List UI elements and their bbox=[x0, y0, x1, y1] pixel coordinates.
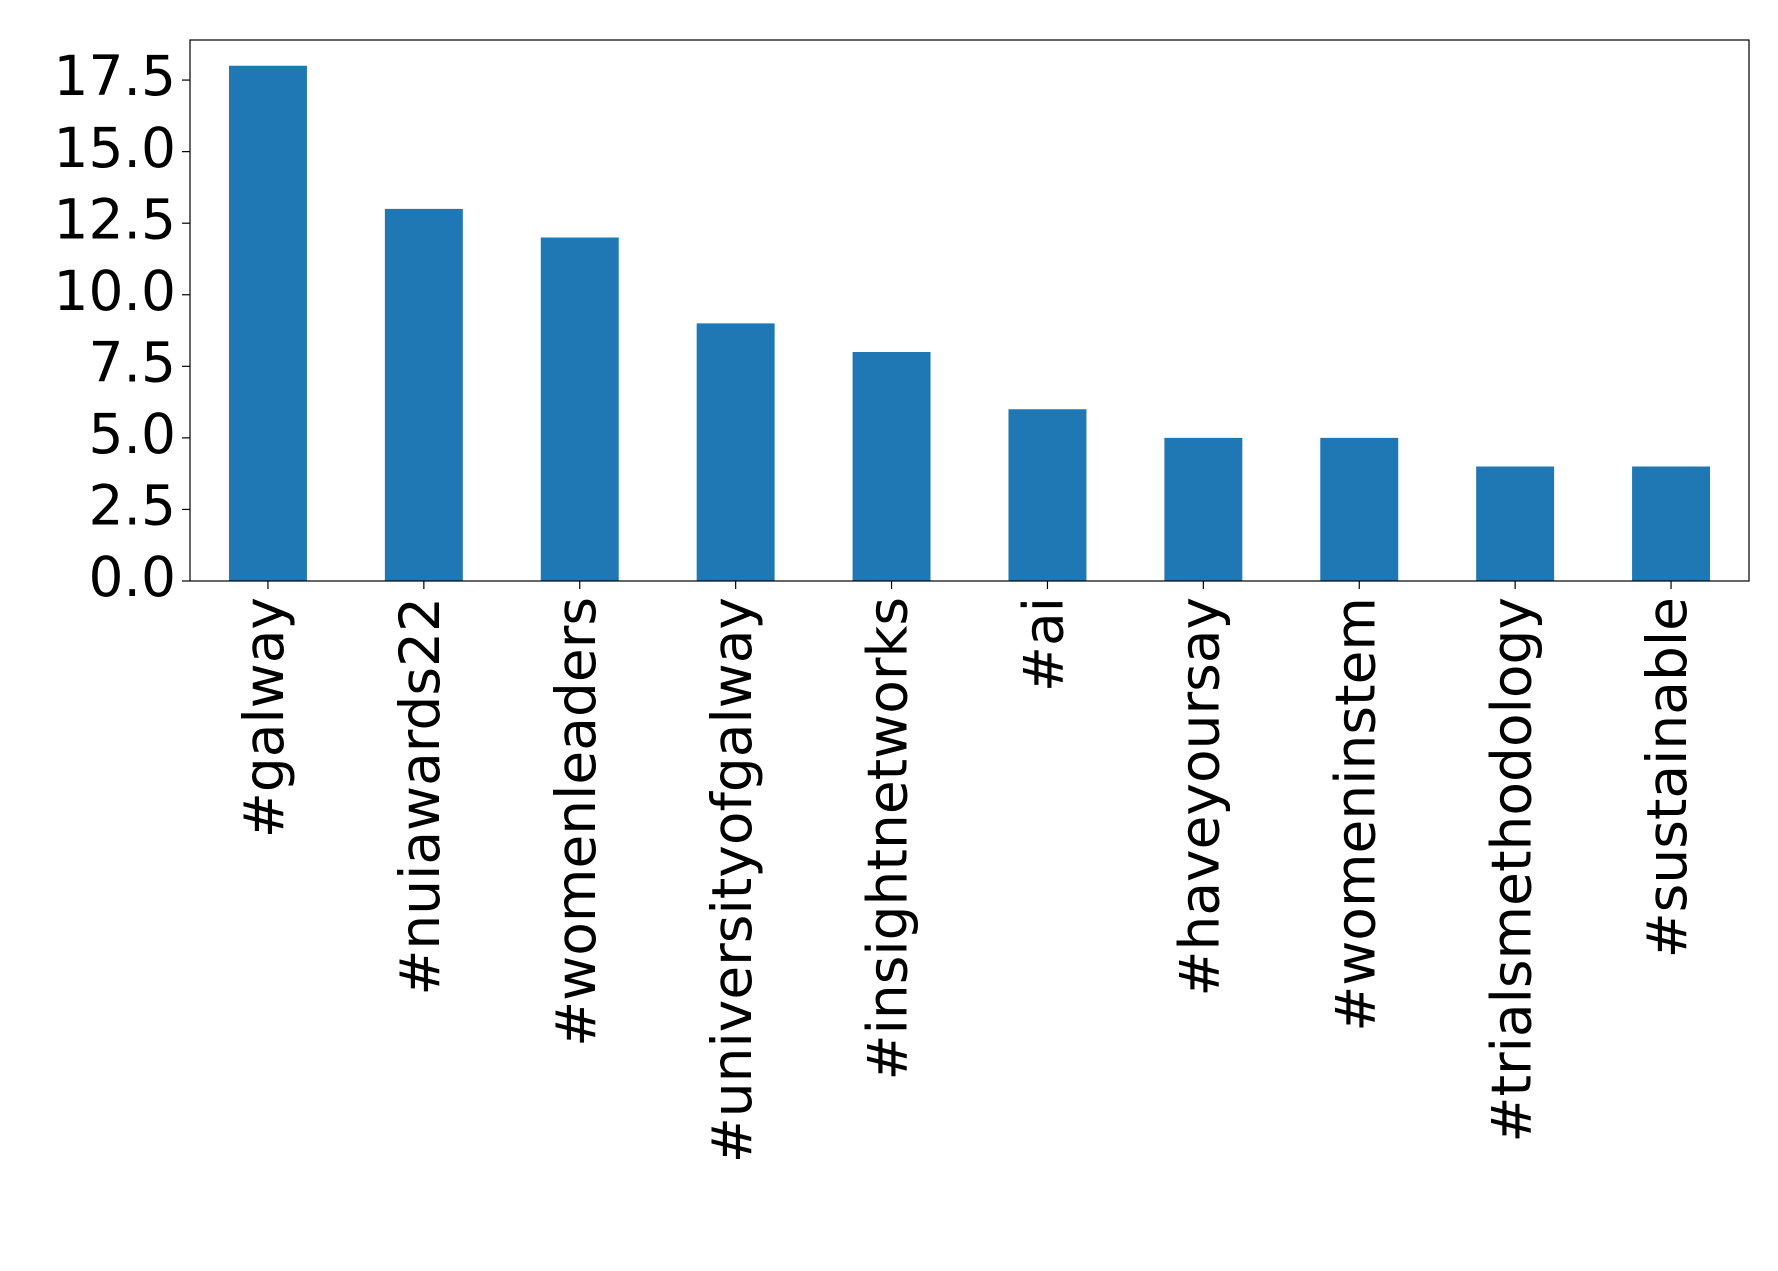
x-tick-label: #haveyoursay bbox=[1167, 597, 1231, 997]
bar bbox=[1632, 466, 1711, 581]
bar bbox=[1320, 437, 1399, 581]
x-tick-label: #womeninstem bbox=[1323, 597, 1387, 1032]
y-tick-label: 5.0 bbox=[89, 402, 176, 466]
bar bbox=[384, 208, 463, 581]
x-tick-label: #sustainable bbox=[1635, 597, 1699, 958]
y-tick-label: 17.5 bbox=[54, 44, 176, 108]
plot-frame bbox=[189, 39, 1750, 582]
bar bbox=[228, 65, 307, 581]
y-tick-label: 2.5 bbox=[89, 474, 176, 538]
x-tick-label: #womenleaders bbox=[544, 597, 608, 1047]
x-tick-label: #galway bbox=[232, 597, 296, 838]
x-tick-label: #universityofgalway bbox=[700, 597, 764, 1163]
x-tick-label: #insightnetworks bbox=[856, 597, 920, 1081]
bar bbox=[1164, 437, 1243, 581]
bar bbox=[540, 237, 619, 581]
bar bbox=[696, 323, 775, 581]
bar bbox=[852, 352, 931, 581]
y-tick-label: 10.0 bbox=[54, 259, 176, 323]
y-tick-label: 12.5 bbox=[54, 187, 176, 251]
x-tick-label: #ai bbox=[1012, 597, 1076, 692]
y-tick-label: 0.0 bbox=[89, 545, 176, 609]
y-tick-label: 15.0 bbox=[54, 116, 176, 180]
x-tick-label: #trialsmethodology bbox=[1479, 597, 1543, 1143]
bar bbox=[1476, 466, 1555, 581]
x-tick-label: #nuiawards22 bbox=[388, 597, 452, 996]
y-tick-label: 7.5 bbox=[89, 330, 176, 394]
bar bbox=[1008, 409, 1087, 581]
